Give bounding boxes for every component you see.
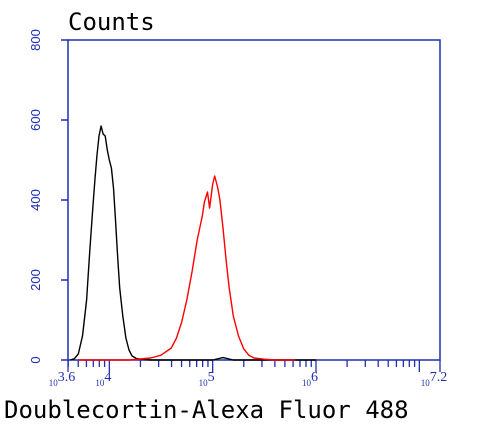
y-tick-label: 400 [28, 189, 43, 211]
x-tick-label: 104 [95, 370, 111, 388]
y-tick-label: 200 [28, 269, 43, 291]
x-tick-label: 105 [199, 370, 215, 388]
chart-title: Counts [68, 8, 155, 36]
x-axis-label: Doublecortin-Alexa Fluor 488 [4, 396, 409, 424]
y-tick-label: 800 [28, 29, 43, 51]
x-tick-label: 106 [302, 370, 318, 388]
series-line-2 [78, 175, 296, 361]
x-tick-label: 103.6 [49, 370, 76, 388]
y-tick-label: 0 [28, 356, 43, 363]
plot-frame [67, 39, 441, 361]
x-axis: 103.6 104 105 106 107.2 [49, 360, 448, 388]
y-tick-label: 600 [28, 109, 43, 131]
series-line-1 [69, 125, 316, 361]
y-axis: 0 200 400 600 800 [28, 29, 68, 364]
x-tick-label: 107.2 [421, 370, 448, 388]
plot-series [69, 125, 316, 361]
